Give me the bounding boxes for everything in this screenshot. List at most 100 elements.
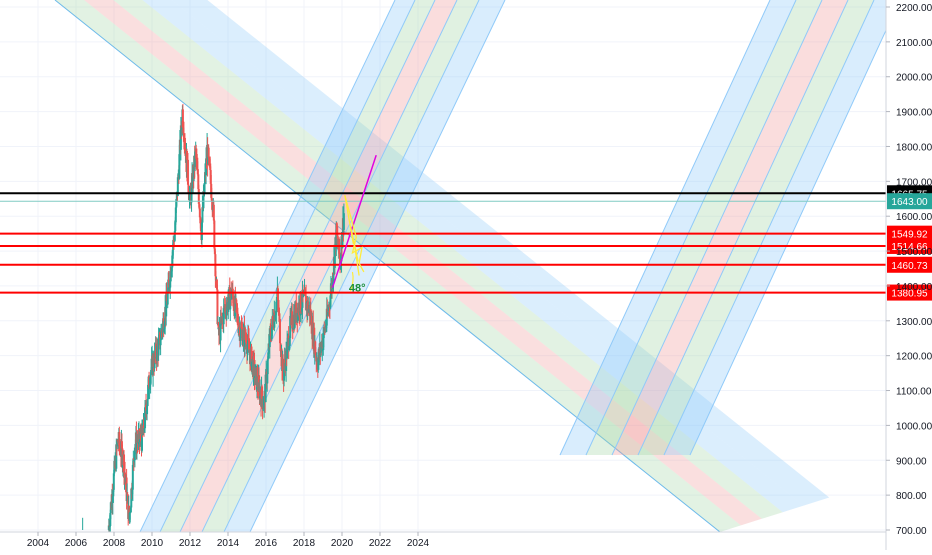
- rising-channel-2019-band: [586, 0, 822, 455]
- candle-down: [278, 313, 281, 320]
- candle-down: [212, 204, 215, 221]
- candle-up: [273, 312, 276, 328]
- candle-down: [118, 445, 121, 449]
- candle-down: [173, 240, 176, 242]
- candle-down: [126, 494, 129, 496]
- rising-channel-2008-edge: [139, 0, 396, 532]
- rising-channel-2019-edge: [663, 0, 875, 456]
- candle-down: [277, 300, 280, 312]
- x-tick-label: 2022: [369, 538, 392, 549]
- candle-up: [267, 343, 270, 353]
- candle-down: [213, 248, 216, 255]
- price-level-label: 1643.00: [891, 197, 928, 208]
- y-tick-label: 1400.00: [896, 282, 932, 293]
- rising-channel-2008-edge: [223, 0, 480, 532]
- candle-up: [285, 348, 288, 371]
- candle-up: [275, 301, 278, 313]
- candle-down: [236, 314, 239, 325]
- candle-down: [182, 127, 185, 134]
- candle-down: [256, 375, 259, 387]
- candlesticks: [82, 103, 345, 532]
- user-drawings[interactable]: 48°: [331, 154, 377, 295]
- candle-up: [137, 434, 140, 444]
- candle-up: [229, 297, 232, 310]
- candle-up: [176, 177, 179, 196]
- zigzag-projection[interactable]: [344, 195, 365, 273]
- candle-down: [208, 158, 211, 167]
- rising-channel-2008-band: [224, 0, 505, 532]
- candle-up: [131, 464, 134, 490]
- descending-channel-band: [113, 0, 783, 519]
- candle-up: [194, 151, 197, 167]
- candle-down: [184, 148, 187, 151]
- candle-down: [148, 376, 151, 389]
- y-tick-label: 2100.00: [896, 38, 932, 49]
- candle-up: [201, 207, 204, 223]
- price-level-label-box[interactable]: [887, 237, 932, 254]
- x-tick-label: 2010: [141, 538, 164, 549]
- horizontal-levels[interactable]: 1665.751643.001549.921514.661460.731380.…: [0, 185, 932, 301]
- candle-up: [219, 317, 222, 341]
- trend-line[interactable]: [331, 154, 377, 288]
- candle-down: [328, 304, 331, 308]
- candle-down: [199, 220, 202, 232]
- candle-down: [195, 158, 198, 162]
- candle-down: [125, 477, 128, 502]
- candle-down: [271, 316, 274, 320]
- candle-up: [227, 301, 230, 311]
- candle-down: [300, 311, 303, 313]
- candle-down: [314, 353, 317, 356]
- candle-down: [241, 329, 244, 345]
- candle-up: [266, 359, 269, 375]
- candle-up: [169, 271, 172, 288]
- candle-down: [276, 288, 279, 301]
- descending-channel-band: [142, 0, 804, 513]
- candle-down: [232, 306, 235, 309]
- candle-down: [124, 472, 127, 478]
- candle-up: [239, 335, 242, 341]
- candle-down: [277, 311, 280, 314]
- candle-down: [327, 310, 330, 312]
- descending-channel-band: [171, 0, 830, 506]
- x-tick-label: 2012: [179, 538, 202, 549]
- price-level-label-box[interactable]: [887, 193, 932, 210]
- candle-down: [141, 427, 144, 436]
- candle-up: [317, 358, 320, 370]
- candle-up: [143, 428, 146, 430]
- price-level-label-box[interactable]: [887, 225, 932, 242]
- candle-up: [140, 427, 143, 451]
- candle-up: [178, 154, 181, 179]
- candle-down: [183, 141, 186, 149]
- candle-up: [133, 447, 136, 460]
- price-level-label-box[interactable]: [887, 284, 932, 301]
- candle-down: [167, 279, 170, 282]
- angle-annotation: 48°: [349, 283, 366, 295]
- candle-up: [274, 315, 277, 320]
- price-level-label-box[interactable]: [887, 256, 932, 273]
- angle-arc: [349, 271, 354, 292]
- y-tick-label: 1300.00: [896, 317, 932, 328]
- candle-up: [148, 386, 151, 389]
- candle-down: [182, 133, 185, 142]
- candle-up: [159, 339, 162, 346]
- candle-up: [225, 306, 228, 316]
- candle-up: [146, 405, 149, 415]
- candle-up: [268, 328, 271, 348]
- candle-up: [289, 315, 292, 339]
- x-tick-label: 2016: [255, 538, 278, 549]
- candle-down: [313, 327, 316, 354]
- candle-down: [197, 189, 200, 204]
- candle-up: [296, 307, 299, 321]
- candle-up: [333, 248, 336, 268]
- candle-up: [326, 310, 329, 315]
- y-tick-label: 700.00: [896, 526, 927, 537]
- candle-up: [302, 292, 305, 297]
- candle-down: [261, 398, 264, 410]
- candle-down: [195, 148, 198, 159]
- candle-down: [119, 448, 122, 456]
- candle-up: [134, 444, 137, 448]
- candle-down: [207, 147, 210, 158]
- candle-down: [262, 407, 265, 409]
